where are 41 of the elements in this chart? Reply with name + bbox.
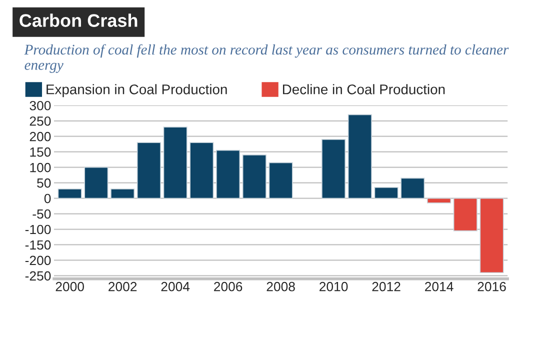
bar bbox=[163, 126, 188, 199]
legend-label: Decline in Coal Production bbox=[282, 84, 445, 94]
y-tick-label: 0 bbox=[44, 194, 51, 204]
bar bbox=[84, 166, 108, 199]
y-tick-label: -100 bbox=[25, 224, 51, 234]
legend-label: Expansion in Coal Production bbox=[46, 84, 227, 98]
x-tick-label: 2010 bbox=[320, 282, 348, 292]
bar bbox=[268, 162, 293, 199]
x-tick-label: 2012 bbox=[372, 282, 400, 292]
y-tick-label: 50 bbox=[37, 178, 51, 188]
y-tick-label: 100 bbox=[30, 162, 51, 172]
y-tick-label: 250 bbox=[30, 116, 51, 126]
y-tick-label: 300 bbox=[30, 100, 51, 110]
x-tick-label: 2000 bbox=[56, 282, 84, 292]
bar bbox=[110, 188, 135, 199]
y-tick-label: -200 bbox=[25, 256, 51, 266]
y-tick-label: -50 bbox=[32, 209, 51, 219]
x-tick-label: 2008 bbox=[266, 282, 295, 292]
bar bbox=[453, 198, 478, 232]
x-tick-label: 2016 bbox=[478, 282, 506, 292]
chart-subtitle: Production of coal fell the most on record last year as consumers turned to cleaner energy bbox=[24, 44, 509, 73]
bar bbox=[400, 178, 425, 199]
y-tick-label: -150 bbox=[25, 240, 51, 250]
chart-title: Carbon Crash bbox=[20, 14, 138, 27]
bar bbox=[348, 114, 372, 199]
x-tick-label: 2014 bbox=[425, 282, 454, 292]
y-tick-label: -250 bbox=[25, 271, 51, 281]
x-tick-label: 2004 bbox=[161, 282, 190, 292]
x-tick-label: 2002 bbox=[108, 282, 137, 292]
bar bbox=[322, 139, 346, 199]
bar bbox=[216, 150, 240, 199]
bar bbox=[427, 198, 452, 204]
bar bbox=[242, 154, 266, 199]
bar bbox=[374, 187, 398, 199]
bar bbox=[480, 198, 504, 274]
x-tick-label: 2006 bbox=[214, 282, 242, 292]
bar bbox=[190, 142, 214, 199]
bar bbox=[136, 142, 161, 199]
bar bbox=[58, 188, 82, 199]
y-tick-label: 150 bbox=[30, 147, 51, 157]
y-tick-label: 200 bbox=[30, 132, 51, 142]
